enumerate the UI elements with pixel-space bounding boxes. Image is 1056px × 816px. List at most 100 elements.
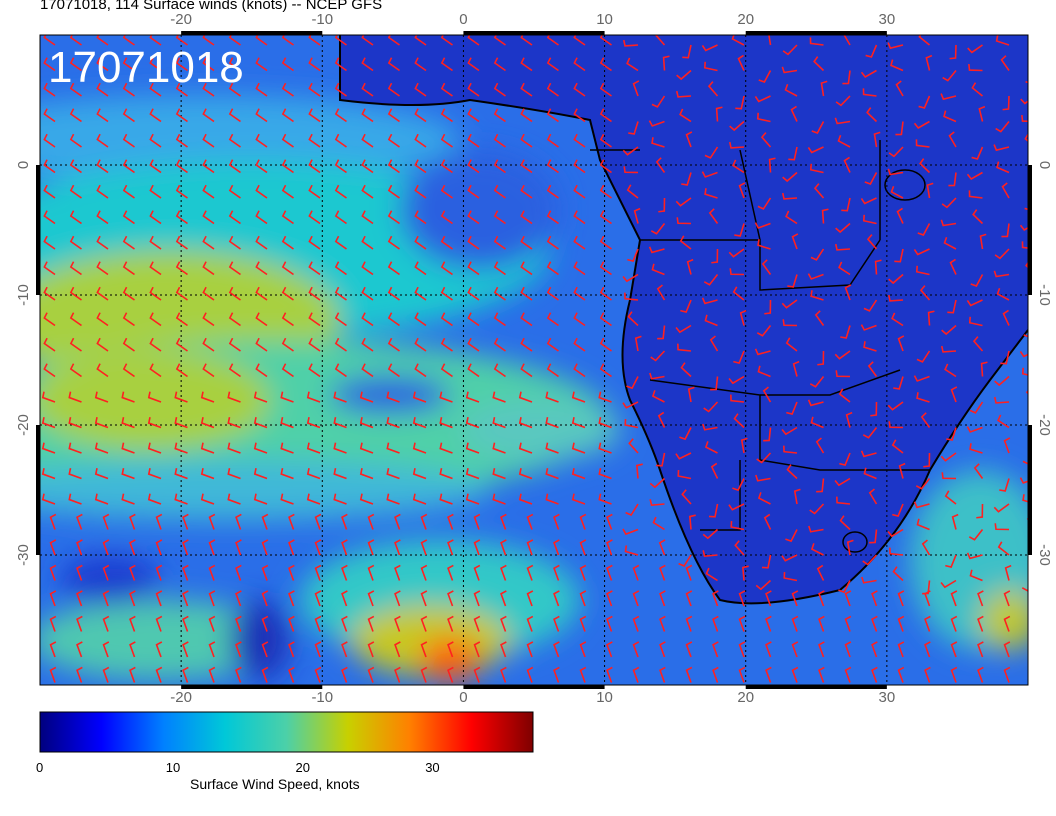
wind-barb xyxy=(361,35,374,46)
wind-barb xyxy=(622,146,639,156)
wind-barb xyxy=(414,35,427,46)
wind-barb xyxy=(447,615,454,632)
wind-barb xyxy=(227,391,241,403)
latitude-tick-label: 0 xyxy=(15,161,32,169)
wind-barb xyxy=(730,520,745,531)
wind-barb xyxy=(573,363,586,378)
wind-barb xyxy=(728,375,745,385)
wind-barb xyxy=(440,133,453,148)
wind-barb xyxy=(926,182,934,199)
wind-barb xyxy=(414,108,427,123)
wind-barb xyxy=(492,391,506,403)
wind-barb xyxy=(308,261,321,276)
wind-barb xyxy=(155,666,163,683)
wind-barb xyxy=(897,641,905,658)
wind-barb xyxy=(43,57,56,72)
latitude-tick-label: 0 xyxy=(1036,161,1053,169)
wind-barb xyxy=(971,82,984,97)
wind-barb xyxy=(689,514,696,530)
wind-barb xyxy=(394,641,401,658)
wind-barb xyxy=(624,545,639,556)
wind-barb xyxy=(69,261,82,276)
wind-barb xyxy=(281,133,294,148)
wind-barb xyxy=(314,615,322,632)
wind-barb xyxy=(334,312,347,327)
wind-barb xyxy=(1002,309,1010,326)
wind-barb xyxy=(253,417,268,429)
wind-barb xyxy=(208,641,216,658)
wind-barb xyxy=(682,44,692,59)
wind-barb xyxy=(414,261,427,276)
wind-barb xyxy=(816,564,825,581)
wind-barb xyxy=(840,325,851,339)
wind-barb xyxy=(662,55,670,71)
wind-barb xyxy=(887,294,904,302)
colorbar-title: Surface Wind Speed, knots xyxy=(190,776,360,792)
wind-barb xyxy=(76,666,83,683)
wind-barb xyxy=(622,401,639,409)
wind-barb xyxy=(228,108,241,123)
wind-barb xyxy=(704,314,718,327)
wind-barb xyxy=(288,564,295,581)
wind-barb xyxy=(227,417,241,429)
wind-barb xyxy=(606,513,613,530)
wind-barb xyxy=(68,493,82,505)
wind-barb xyxy=(281,210,294,225)
wind-barb xyxy=(546,133,559,148)
wind-barb xyxy=(76,539,83,556)
wind-barb xyxy=(1031,616,1036,631)
date-stamp: 17071018 xyxy=(48,43,244,92)
wind-barb xyxy=(765,615,772,632)
wind-barb xyxy=(708,503,719,518)
wind-barb xyxy=(712,641,719,658)
wind-barb xyxy=(182,666,189,683)
wind-barb xyxy=(950,590,958,607)
wind-barb xyxy=(420,641,428,658)
wind-barb xyxy=(175,210,188,225)
wind-barb xyxy=(367,615,375,632)
wind-barb xyxy=(765,666,772,683)
wind-barb xyxy=(465,493,480,505)
wind-barb xyxy=(863,467,877,480)
wind-barb xyxy=(96,210,109,225)
wind-barb xyxy=(862,427,878,439)
wind-barb xyxy=(715,106,723,122)
wind-barb xyxy=(280,442,294,454)
wind-barb xyxy=(43,184,56,199)
longitude-tick-label: -20 xyxy=(170,689,192,706)
wind-barb xyxy=(467,210,480,225)
wind-barb xyxy=(677,469,692,480)
wind-barb xyxy=(860,450,877,458)
wind-barb xyxy=(993,144,1010,152)
wind-barb xyxy=(94,417,109,429)
wind-barb xyxy=(571,468,586,480)
wind-barb xyxy=(599,286,612,301)
wind-barb xyxy=(414,133,427,148)
wind-barb xyxy=(235,513,242,530)
wind-barb xyxy=(710,462,719,479)
wind-barb xyxy=(281,261,294,276)
wind-barb xyxy=(467,35,480,46)
wind-barb xyxy=(599,159,612,174)
wind-barb xyxy=(1031,591,1036,606)
wind-barb xyxy=(703,274,719,286)
wind-barb xyxy=(492,417,506,429)
wind-barb xyxy=(43,363,56,378)
wind-barb xyxy=(122,82,135,97)
wind-barb xyxy=(155,539,163,556)
wind-barb xyxy=(200,442,215,454)
wind-barb xyxy=(871,666,878,683)
wind-barb xyxy=(703,401,719,413)
wind-barb xyxy=(412,417,427,429)
wind-barb xyxy=(781,299,798,309)
wind-barb xyxy=(473,513,481,530)
wind-barb xyxy=(440,82,453,97)
wind-barb xyxy=(1003,666,1011,683)
wind-barb xyxy=(387,133,400,148)
wind-barb xyxy=(202,337,215,352)
wind-barb xyxy=(940,345,957,353)
wind-barb xyxy=(599,184,612,199)
longitude-tick-label: -10 xyxy=(311,689,333,706)
colorbar xyxy=(39,711,534,753)
